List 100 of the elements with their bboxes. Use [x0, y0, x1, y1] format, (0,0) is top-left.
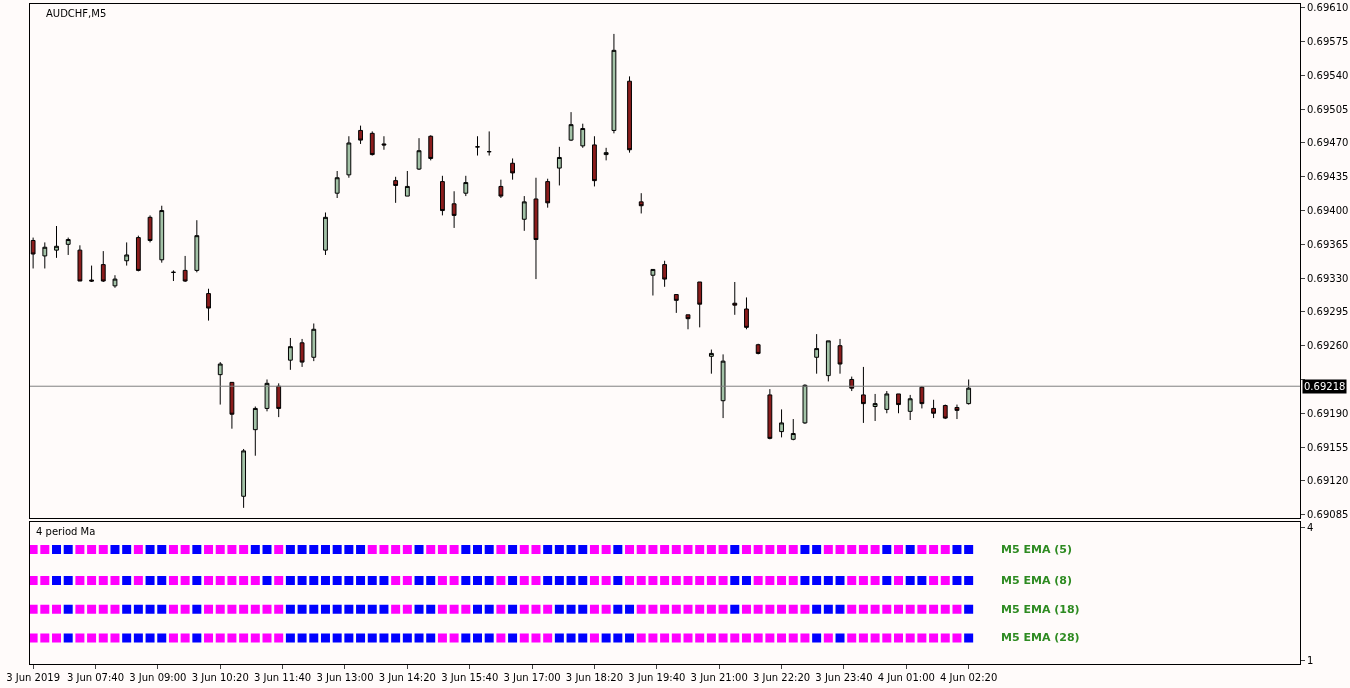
candlestick — [159, 205, 165, 264]
candlestick — [264, 378, 270, 412]
y-tick-label: 0.69470 — [1307, 137, 1349, 149]
candlestick — [323, 211, 328, 256]
candlestick — [556, 146, 562, 186]
x-tick-label: 3 Jun 14:20 — [378, 672, 436, 683]
candlestick — [814, 333, 820, 375]
candlestick — [861, 366, 866, 424]
candlestick — [790, 418, 796, 441]
candlestick — [182, 255, 188, 283]
y-tick-label: 0.69505 — [1307, 103, 1349, 115]
candlestick — [89, 265, 94, 283]
candlestick — [767, 388, 773, 440]
candlestick — [486, 130, 492, 157]
candlestick — [931, 399, 936, 419]
y-tick-label: 0.69155 — [1307, 441, 1349, 453]
candlestick — [907, 394, 913, 421]
candlestick — [147, 214, 153, 243]
candlestick — [381, 135, 387, 151]
candlestick — [533, 177, 539, 280]
candlestick — [592, 135, 597, 187]
y-tick-label: 0.69190 — [1307, 407, 1349, 419]
candlestick — [650, 268, 656, 296]
candlestick — [744, 296, 749, 330]
y-tick-label: 0.69435 — [1307, 171, 1349, 183]
candlestick — [732, 281, 738, 316]
text: M5 EMA (5) — [1001, 543, 1072, 556]
candlestick — [463, 175, 469, 197]
candlestick — [942, 404, 948, 420]
candlestick — [42, 241, 48, 269]
candlestick — [346, 135, 352, 179]
candlestick — [65, 237, 71, 256]
candlestick — [428, 134, 434, 161]
candlestick — [334, 170, 340, 199]
candlestick — [720, 353, 726, 419]
candlestick — [919, 385, 925, 409]
x-tick-label: 3 Jun 15:40 — [441, 672, 499, 683]
x-tick-label: 3 Jun 13:00 — [316, 672, 374, 683]
y-tick-label: 0.69610 — [1307, 2, 1349, 14]
candlestick — [498, 179, 504, 199]
y-tick-label: 1 — [1307, 654, 1314, 666]
candlestick — [440, 175, 445, 216]
ref-line-label: 0.69218 — [1304, 381, 1346, 392]
candlestick — [416, 137, 422, 171]
candlestick — [545, 178, 551, 209]
candlestick — [837, 338, 843, 375]
candlestick — [884, 390, 890, 414]
candlestick — [404, 170, 410, 197]
candlestick — [369, 130, 375, 157]
candlestick — [872, 393, 878, 422]
x-tick-label: 3 Jun 18:20 — [565, 672, 624, 683]
candlestick — [521, 195, 527, 232]
x-tick-label: 4 Jun 02:20 — [940, 672, 998, 683]
candlestick — [779, 408, 784, 438]
candlestick — [611, 33, 617, 134]
candlestick — [311, 322, 317, 362]
x-tick-label: 3 Jun 07:40 — [66, 672, 125, 683]
x-tick-label: 3 Jun 10:20 — [191, 672, 249, 683]
candlestick — [206, 288, 211, 322]
candlestick — [849, 376, 855, 392]
x-tick-label: 3 Jun 09:00 — [129, 672, 187, 683]
candlestick — [966, 378, 972, 406]
x-tick-label: 3 Jun 11:40 — [254, 672, 312, 683]
y-tick-label: 0.69295 — [1307, 306, 1349, 318]
candlestick — [358, 125, 363, 145]
candlestick — [954, 404, 960, 420]
y-tick-label: 0.69120 — [1307, 475, 1349, 487]
x-tick-label: 3 Jun 21:00 — [690, 672, 748, 683]
candlestick — [568, 111, 574, 142]
candlestick — [755, 343, 761, 355]
candlestick — [217, 361, 223, 406]
candlestick — [896, 393, 901, 414]
candlestick — [287, 337, 293, 371]
x-tick-label: 3 Jun 22:20 — [752, 672, 811, 683]
y-tick-label: 0.69260 — [1307, 340, 1349, 352]
candlestick — [135, 235, 141, 272]
candlestick — [685, 314, 691, 330]
candlestick — [603, 147, 609, 161]
candlestick — [100, 250, 106, 283]
candlestick — [54, 225, 59, 259]
x-tick-label: 3 Jun 2019 — [6, 672, 61, 683]
candlestick — [673, 294, 679, 314]
candlestick — [451, 190, 457, 229]
y-tick-label: 4 — [1307, 521, 1314, 533]
y-tick-label: 0.69540 — [1307, 69, 1349, 81]
candlestick — [475, 135, 480, 157]
x-tick-label: 3 Jun 17:00 — [503, 672, 561, 683]
y-tick-label: 0.69400 — [1307, 205, 1349, 217]
candlestick — [124, 241, 130, 267]
x-tick-label: 3 Jun 19:40 — [628, 672, 686, 683]
candlestick — [276, 382, 282, 418]
chart-title: AUDCHF,M5 — [46, 8, 107, 19]
text: M5 EMA (8) — [1001, 574, 1072, 587]
y-tick-label: 0.69575 — [1307, 36, 1349, 48]
candlestick — [229, 381, 235, 430]
candlestick — [252, 406, 258, 457]
candlestick — [580, 123, 586, 149]
candlestick — [802, 383, 808, 425]
candlestick — [171, 269, 176, 282]
candlestick — [194, 219, 200, 273]
